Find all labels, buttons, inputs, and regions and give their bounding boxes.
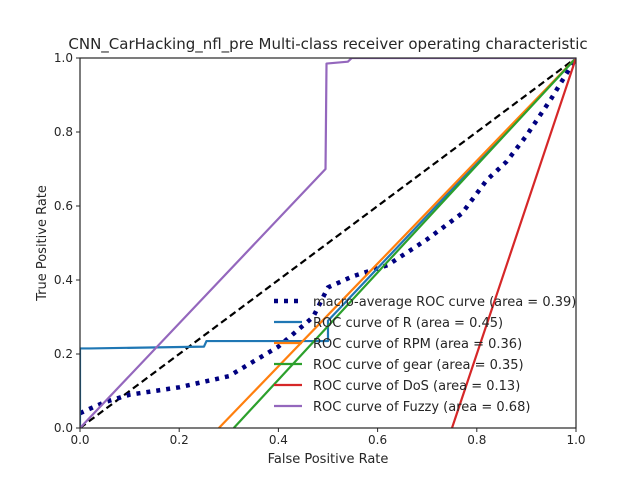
series-line-5 <box>80 58 576 428</box>
y-tick-label: 1.0 <box>54 51 73 65</box>
x-axis-label: False Positive Rate <box>268 452 389 467</box>
legend-label: ROC curve of RPM (area = 0.36) <box>313 337 522 352</box>
x-tick-label: 0.4 <box>269 433 288 447</box>
series-group <box>80 58 576 428</box>
x-tick-label: 1.0 <box>566 433 585 447</box>
series-line-3 <box>232 58 576 428</box>
y-tick-label: 0.0 <box>54 421 73 435</box>
ticks-layer: 0.0 0.2 0.4 0.6 0.8 1.0 0.0 0.2 0.4 0.6 0.8 1.0 <box>54 51 586 447</box>
x-tick-label: 0.8 <box>467 433 486 447</box>
y-tick-label: 0.4 <box>54 273 73 287</box>
series-line-4 <box>450 58 576 428</box>
legend-label: ROC curve of DoS (area = 0.13) <box>313 379 520 394</box>
y-axis-label: True Positive Rate <box>35 185 50 302</box>
legend-label: ROC curve of gear (area = 0.35) <box>313 358 524 373</box>
x-tick-label: 0.6 <box>368 433 387 447</box>
reference-diagonal-line <box>80 58 576 428</box>
legend-label: macro-average ROC curve (area = 0.39) <box>313 295 576 310</box>
legend-label: ROC curve of Fuzzy (area = 0.68) <box>313 400 530 415</box>
legend-label: ROC curve of R (area = 0.45) <box>313 316 503 331</box>
y-tick-label: 0.2 <box>54 347 73 361</box>
plot-area: 0.0 0.2 0.4 0.6 0.8 1.0 0.0 0.2 0.4 0.6 0.8 1.0 mac… <box>54 51 586 447</box>
x-tick-label: 0.0 <box>70 433 89 447</box>
chart-title: CNN_CarHacking_nfl_pre Multi-class recei… <box>68 35 587 54</box>
y-tick-label: 0.6 <box>54 199 73 213</box>
series-layer <box>80 58 576 428</box>
series-line-2 <box>218 58 576 428</box>
plot-frame <box>79 57 577 429</box>
legend: macro-average ROC curve (area = 0.39) ROC… <box>274 295 576 415</box>
x-tick-label: 0.2 <box>170 433 189 447</box>
y-tick-label: 0.8 <box>54 125 73 139</box>
series-line-1 <box>80 58 576 428</box>
